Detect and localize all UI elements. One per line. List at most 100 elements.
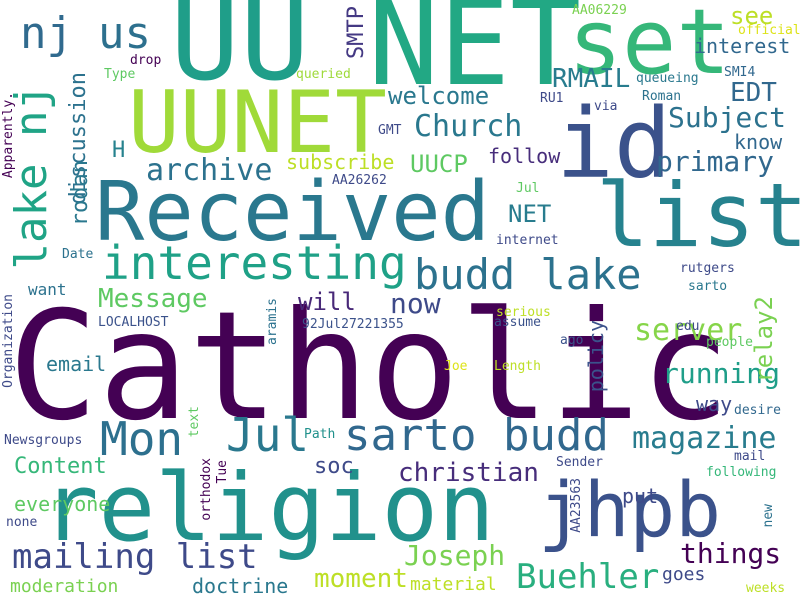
word: mailing list (12, 537, 258, 577)
word: subscribe (286, 150, 395, 174)
word: jhpb (538, 465, 722, 554)
word: UUCP (410, 150, 468, 178)
word: Buehler (516, 557, 660, 597)
word: SMTP (344, 6, 369, 59)
word: now (390, 287, 441, 320)
word: SMI4 (724, 65, 756, 80)
word: EDT (730, 78, 777, 108)
word: ago (560, 333, 584, 348)
word: archive (146, 153, 273, 188)
word: 92Jul27221355 (302, 317, 404, 332)
word: official (738, 23, 800, 38)
word: sarto (688, 279, 728, 294)
word: goes (662, 564, 706, 585)
word: Length (494, 359, 541, 374)
word: id (556, 88, 672, 200)
word: Received (95, 165, 490, 260)
word: drop (130, 53, 162, 68)
word: weeks (746, 581, 786, 596)
word: Joseph (404, 539, 506, 572)
word: welcome (388, 82, 490, 110)
word: aramis (265, 298, 280, 345)
word: magazine (632, 421, 777, 456)
word: set (568, 0, 731, 95)
word: UU (170, 0, 310, 107)
word: religion (42, 454, 495, 563)
word: Type (104, 67, 136, 82)
word: running (662, 357, 781, 390)
word: edu (676, 319, 700, 334)
word: new (761, 504, 776, 528)
word: mail (734, 449, 766, 464)
word: want (28, 280, 67, 299)
word: Content (14, 454, 107, 479)
word: us (98, 8, 151, 59)
word: things (680, 537, 782, 570)
word: via (594, 99, 618, 114)
word: way (696, 392, 733, 416)
word: NET (508, 200, 552, 228)
word: AA06229 (572, 3, 627, 18)
word: desire (734, 403, 781, 418)
word: Message (98, 284, 208, 314)
word: RU1 (540, 91, 564, 106)
word: moderation (10, 576, 119, 597)
word: Jul (226, 408, 310, 462)
word: interest (694, 34, 791, 58)
word: internet (496, 233, 559, 248)
word: sarto budd (344, 410, 609, 461)
word: server (634, 313, 743, 348)
word: Date (62, 247, 94, 262)
word: list (596, 164, 800, 267)
word: Subject (668, 101, 787, 134)
word: know (734, 130, 783, 154)
word: interesting (102, 236, 407, 290)
word: rutgers (680, 261, 735, 276)
word: soc (314, 454, 354, 479)
word: doctrine (192, 574, 289, 598)
word: GMT (378, 123, 402, 138)
word: Apparently. (1, 92, 16, 179)
word: following (706, 465, 777, 480)
word: assume (494, 315, 541, 330)
word: queueing (636, 71, 699, 86)
word: Newsgroups (4, 433, 83, 448)
word: Church (414, 109, 523, 144)
word: Joe (444, 359, 468, 374)
word: people (706, 335, 753, 350)
word: everyone (14, 492, 111, 516)
word: nj (20, 8, 73, 59)
word: relay2 (750, 296, 778, 383)
word: rodan (68, 160, 93, 227)
word: Catholic (8, 280, 731, 454)
word: AA23563 (569, 478, 584, 533)
word: Organization (1, 294, 16, 388)
word: Tue (215, 460, 230, 484)
word: text (187, 406, 202, 438)
word: orthodox (199, 458, 214, 521)
word: follow (488, 144, 561, 168)
word: queried (296, 67, 351, 82)
word: Roman (642, 89, 682, 104)
word: material (410, 574, 497, 595)
word: Sender (556, 455, 603, 470)
word: put (622, 484, 659, 508)
word: RMAIL (552, 64, 631, 94)
word: none (6, 515, 38, 530)
word: lake nj (6, 84, 57, 270)
word: will (298, 288, 356, 316)
word: LOCALHOST (98, 315, 169, 330)
word: H (112, 138, 126, 163)
word: UUNET (128, 73, 387, 173)
word: serious (496, 305, 551, 320)
word: moment (314, 564, 408, 594)
word: AA26262 (332, 173, 387, 188)
word: Mon (100, 412, 184, 466)
word: budd lake (414, 250, 642, 299)
word: Jul (516, 181, 540, 196)
word: NET (368, 0, 582, 112)
word: primary (656, 145, 775, 178)
word: email (46, 352, 107, 376)
word: Path (304, 427, 336, 442)
